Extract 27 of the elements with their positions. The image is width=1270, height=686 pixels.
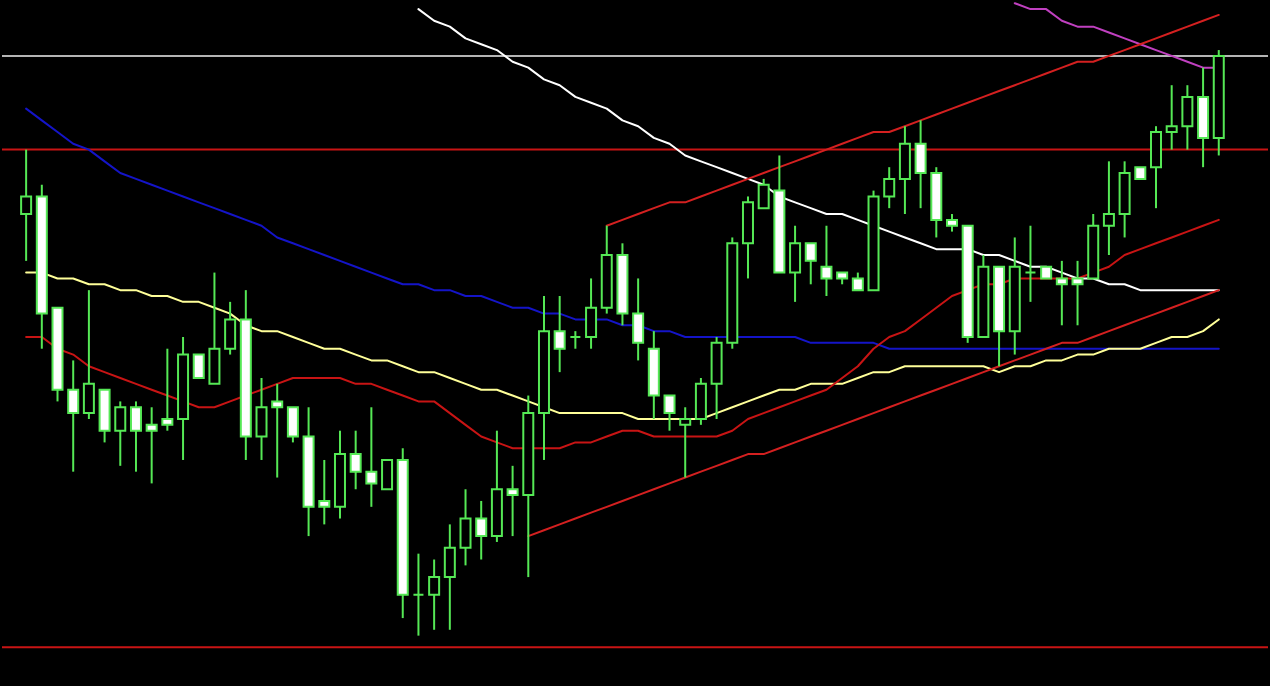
candlestick (1150, 125, 1162, 210)
candlestick (490, 429, 503, 543)
candlestick (585, 277, 598, 350)
candlestick (898, 125, 911, 216)
candlestick (412, 552, 425, 637)
candlestick (789, 224, 802, 303)
candlestick (553, 295, 566, 374)
candlestick (1197, 66, 1210, 169)
candlestick (286, 406, 299, 444)
candlestick (569, 330, 582, 350)
candlestick (632, 277, 645, 362)
candlestick (443, 523, 456, 631)
candlestick (381, 458, 394, 491)
candlestick (741, 195, 754, 280)
candlestick (1102, 160, 1115, 257)
candlestick (820, 224, 833, 298)
candlestick (1024, 224, 1037, 303)
candlestick (224, 300, 237, 356)
candlestick (129, 400, 142, 473)
candlestick (647, 330, 660, 420)
candlestick (694, 376, 707, 426)
candlestick (82, 289, 95, 420)
candlestick (663, 394, 676, 432)
candlestick (679, 406, 692, 479)
candlestick (428, 558, 441, 631)
candlestick (804, 242, 817, 286)
candlestick (20, 148, 33, 262)
